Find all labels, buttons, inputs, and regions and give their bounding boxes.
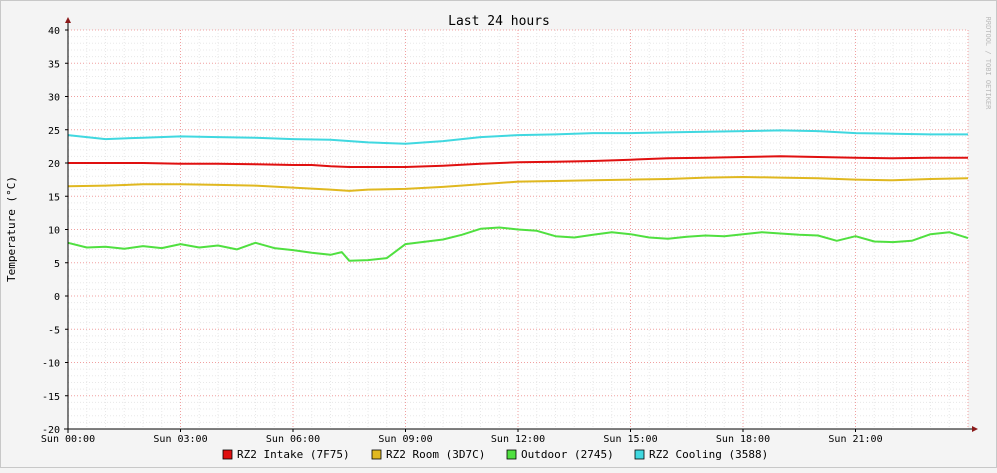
- series-lines: [67, 129, 969, 262]
- x-axis-arrow: [972, 426, 978, 432]
- y-tick-label: 15: [48, 192, 60, 203]
- legend-entry: RZ2 Cooling (3588): [649, 448, 768, 461]
- legend-swatch: [634, 449, 645, 460]
- y-tick-label: -15: [42, 392, 60, 403]
- series-line: [67, 129, 968, 145]
- x-axis-ticks: Sun 00:00 Sun 03:00 Sun 06:00 Sun 09:00 Sun …: [41, 429, 883, 445]
- watermark: RRDTOOL / TOBI OETIKER: [984, 17, 992, 111]
- y-tick-label: -20: [42, 425, 60, 436]
- x-tick-label: Sun 18:00: [716, 434, 770, 445]
- chart-title: Last 24 hours: [448, 14, 550, 29]
- legend-swatch: [506, 449, 517, 460]
- y-axis-arrow: [65, 17, 71, 23]
- x-tick-label: Sun 06:00: [266, 434, 320, 445]
- series-line: [67, 226, 969, 262]
- y-tick-label: 25: [48, 126, 60, 137]
- y-tick-label: -5: [48, 325, 60, 336]
- legend-entry: RZ2 Intake (7F75): [237, 448, 350, 461]
- y-tick-label: -10: [42, 359, 60, 370]
- y-tick-label: 20: [48, 159, 60, 170]
- series-line: [68, 155, 968, 168]
- x-tick-label: Sun 03:00: [153, 434, 207, 445]
- grid: [67, 29, 969, 430]
- y-tick-label: 35: [48, 59, 60, 70]
- legend-entry: RZ2 Room (3D7C): [386, 448, 485, 461]
- y-tick-label: 5: [54, 259, 60, 270]
- legend-swatch: [371, 449, 382, 460]
- y-axis-ticks: 40 35 30 25 20 15 10 5 0 -5 -10 -15 -20: [42, 26, 68, 436]
- legend: RZ2 Intake (7F75) RZ2 Room (3D7C) Outdoor …: [222, 448, 768, 461]
- x-tick-label: Sun 21:00: [828, 434, 882, 445]
- x-tick-label: Sun 12:00: [491, 434, 545, 445]
- y-axis-label: Temperature (°C): [5, 176, 18, 282]
- series-line: [67, 176, 969, 192]
- y-tick-label: 10: [48, 226, 60, 237]
- y-tick-label: 30: [48, 93, 60, 104]
- x-tick-label: Sun 09:00: [378, 434, 432, 445]
- x-tick-label: Sun 15:00: [603, 434, 657, 445]
- legend-entry: Outdoor (2745): [521, 448, 614, 461]
- y-tick-label: 40: [48, 26, 60, 37]
- x-tick-label: Sun 00:00: [41, 434, 95, 445]
- axes: [64, 17, 978, 433]
- y-tick-label: 0: [54, 292, 60, 303]
- legend-swatch: [222, 449, 233, 460]
